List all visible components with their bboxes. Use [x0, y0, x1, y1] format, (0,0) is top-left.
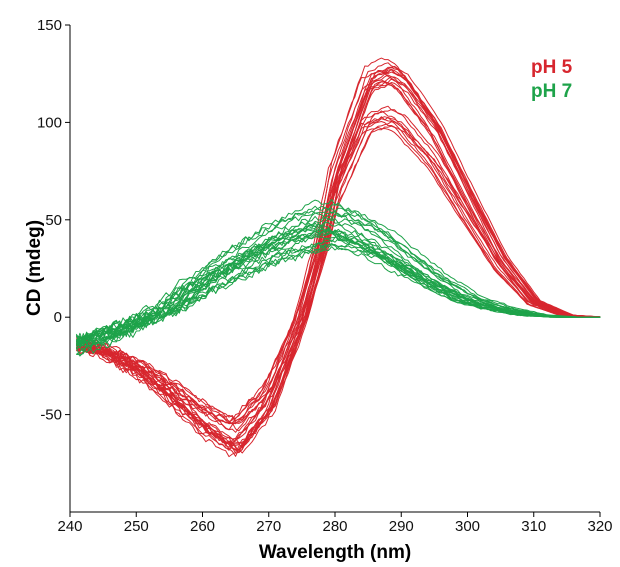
ph7-trace-14	[76, 242, 601, 342]
ph7-trace-23	[76, 228, 601, 343]
ph7-traces	[76, 198, 601, 357]
ph5-trace-6	[76, 62, 601, 457]
ph5-trace-4	[76, 74, 601, 446]
ph5-trace-21	[76, 71, 601, 451]
ph7-trace-19	[76, 205, 601, 347]
y-axis-title: CD (mdeg)	[24, 220, 45, 316]
y-tick-label-50: 50	[45, 212, 62, 229]
x-tick-label-310: 310	[521, 518, 546, 535]
ph7-trace-15	[76, 238, 601, 347]
ph5-trace-16	[76, 57, 601, 458]
y-tick-label--50: -50	[40, 407, 62, 424]
ph5-trace-22	[76, 117, 601, 425]
legend-item-ph7: pH 7	[531, 81, 572, 102]
y-tick-label-0: 0	[54, 309, 62, 326]
x-axis-title: Wavelength (nm)	[259, 542, 411, 563]
ph5-trace-25	[76, 127, 601, 423]
x-tick-label-240: 240	[57, 518, 82, 535]
ph7-trace-1	[76, 235, 601, 349]
ph5-trace-19	[76, 65, 601, 454]
ph7-trace-12	[76, 246, 601, 345]
y-tick-label-100: 100	[37, 114, 62, 131]
ph5-trace-23	[76, 68, 601, 454]
ph5-trace-15	[76, 70, 601, 451]
ph7-trace-22	[76, 218, 601, 351]
ph7-trace-7	[76, 198, 601, 350]
x-axis-ticks: 240 250 260 270 280 290 300 310 320	[57, 512, 613, 535]
x-tick-label-270: 270	[256, 518, 281, 535]
ph5-trace-10	[76, 68, 601, 453]
x-tick-label-320: 320	[587, 518, 612, 535]
ph5-trace-26	[76, 79, 601, 448]
legend-item-ph5: pH 5	[531, 57, 573, 78]
ph5-traces	[76, 57, 601, 458]
ph5-trace-18	[76, 66, 601, 454]
x-tick-label-250: 250	[124, 518, 149, 535]
x-tick-label-260: 260	[190, 518, 215, 535]
ph7-trace-24	[76, 236, 601, 347]
x-tick-label-290: 290	[389, 518, 414, 535]
y-axis-ticks: -50 0 50 100 150	[37, 17, 70, 424]
y-tick-label-150: 150	[37, 17, 62, 34]
x-tick-label-300: 300	[455, 518, 480, 535]
x-tick-label-280: 280	[322, 518, 347, 535]
ph7-trace-18	[76, 212, 601, 353]
ph7-trace-20	[76, 244, 601, 344]
